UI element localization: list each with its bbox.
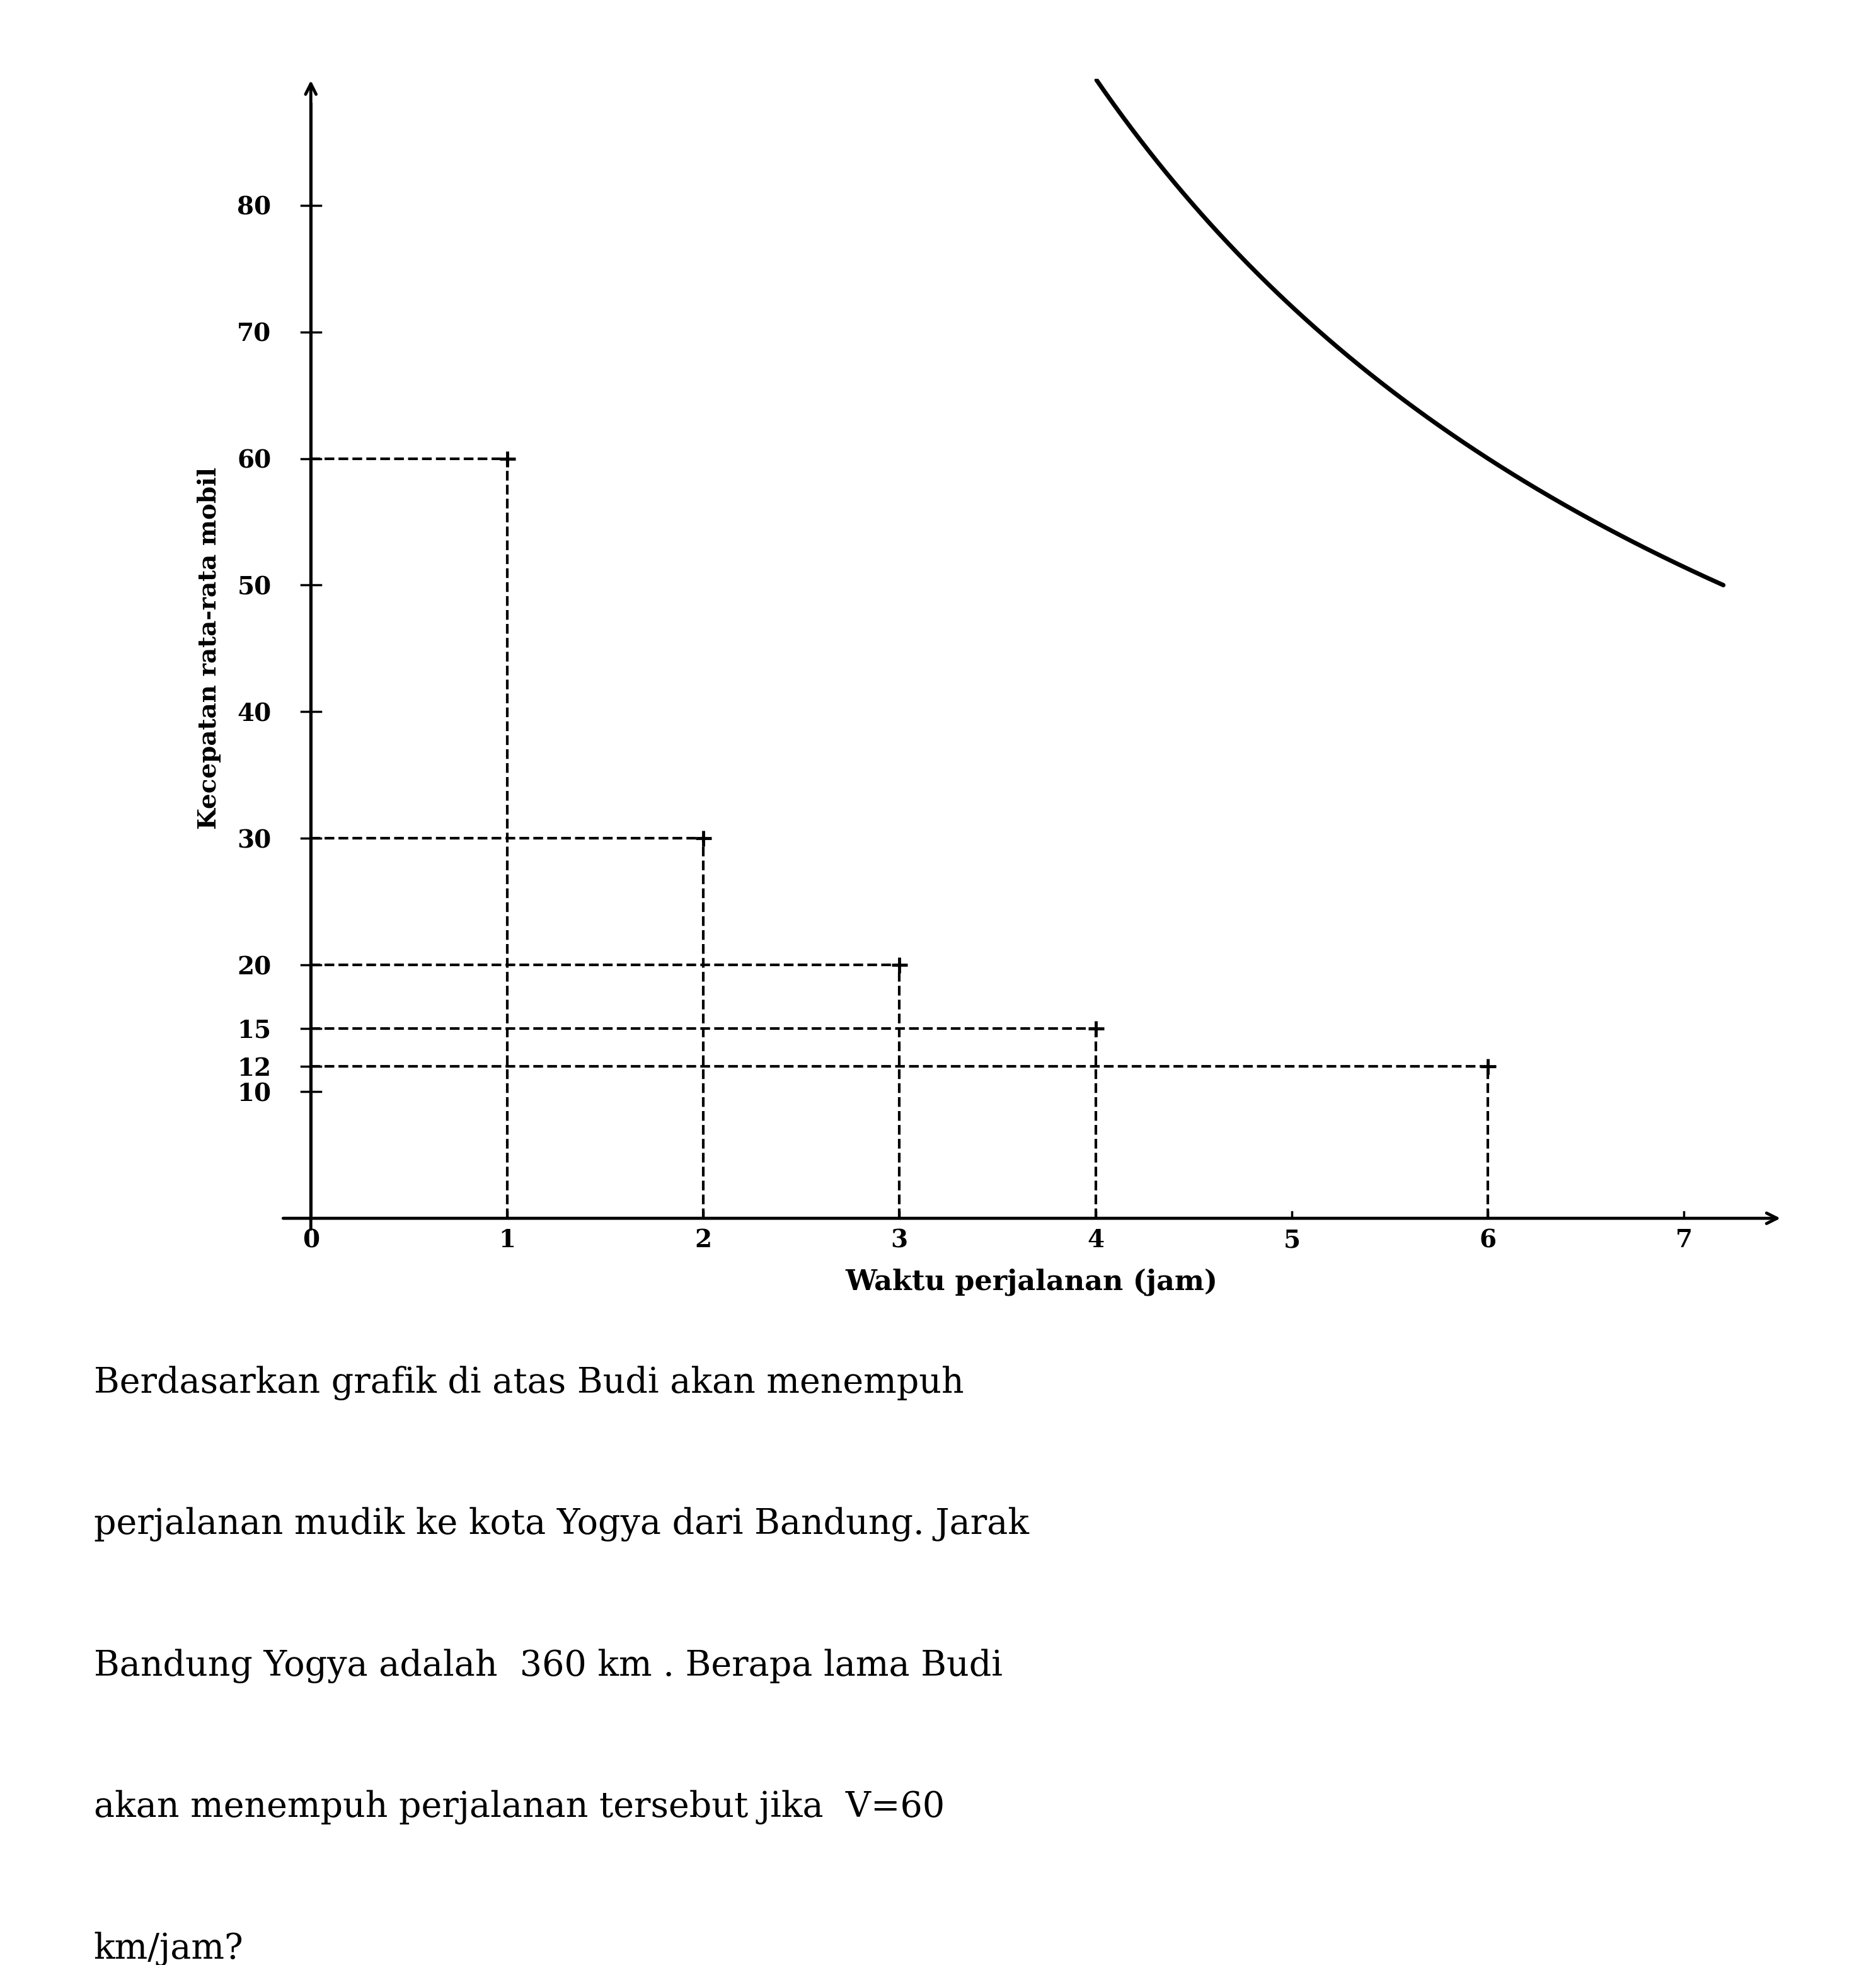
Text: km/jam?: km/jam? — [94, 1932, 244, 1965]
Text: perjalanan mudik ke kota Yogya dari Bandung. Jarak: perjalanan mudik ke kota Yogya dari Band… — [94, 1507, 1028, 1543]
Y-axis label: Kecepatan rata-rata mobil: Kecepatan rata-rata mobil — [197, 468, 221, 829]
Text: Bandung Yogya adalah  360 km . Berapa lama Budi: Bandung Yogya adalah 360 km . Berapa lam… — [94, 1649, 1002, 1684]
X-axis label: Waktu perjalanan (jam): Waktu perjalanan (jam) — [846, 1267, 1218, 1295]
Text: akan menempuh perjalanan tersebut jika  V=60: akan menempuh perjalanan tersebut jika V… — [94, 1790, 946, 1825]
Text: Berdasarkan grafik di atas Budi akan menempuh: Berdasarkan grafik di atas Budi akan men… — [94, 1366, 964, 1401]
